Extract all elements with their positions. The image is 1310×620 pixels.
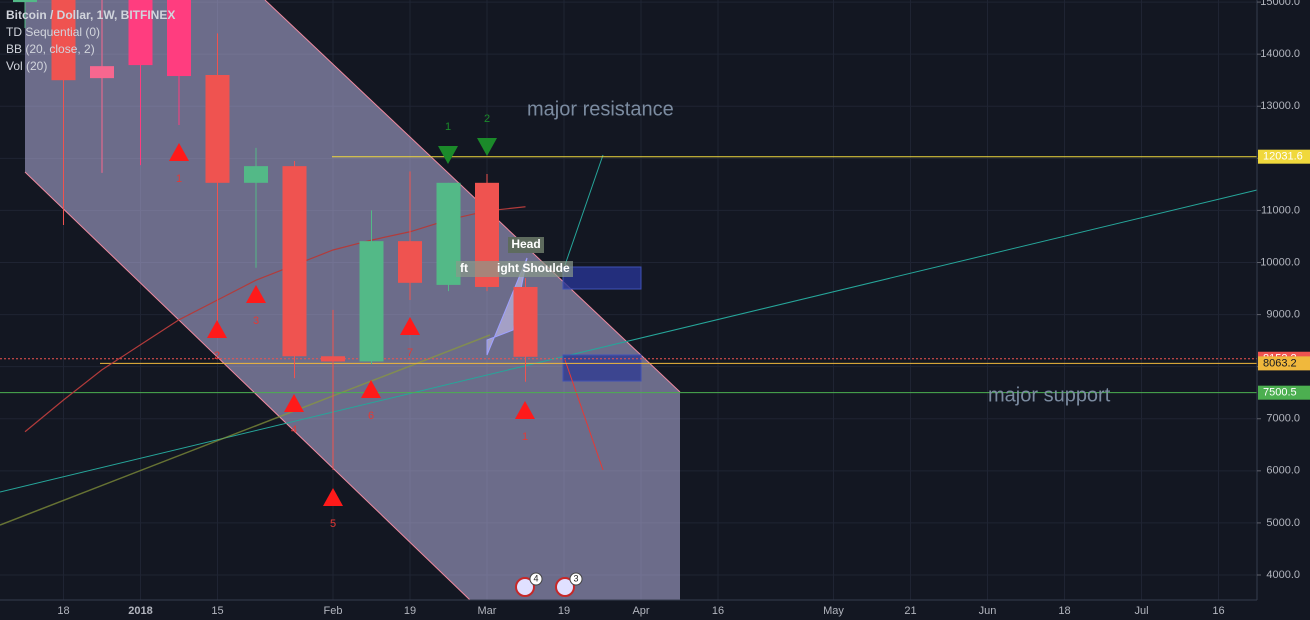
- y-tick-label: 9000.0: [1266, 308, 1300, 320]
- candle-body: [513, 286, 538, 357]
- x-tick-label: 2018: [128, 605, 152, 617]
- x-tick-label: Feb: [324, 605, 343, 617]
- event-count: 4: [533, 573, 538, 583]
- time-axis: [0, 600, 1257, 620]
- x-tick-label: 16: [712, 605, 724, 617]
- x-tick-label: 15: [211, 605, 223, 617]
- td-count: 4: [291, 424, 297, 436]
- symbol-title: Bitcoin / Dollar, 1W, BITFINEX: [6, 8, 175, 22]
- td-sell-marker: [400, 317, 420, 335]
- event-icon: [515, 577, 535, 597]
- event-badge: [569, 572, 583, 586]
- indicator-label: TD Sequential (0): [6, 25, 100, 39]
- price-label: 12031.6: [1263, 151, 1303, 163]
- price-label: 7500.5: [1263, 387, 1297, 399]
- candle-body: [167, 0, 191, 77]
- price-label-box: [1258, 149, 1310, 164]
- annotation: major resistance: [527, 98, 674, 120]
- target-box: [562, 266, 642, 290]
- td-sell-marker: [361, 380, 381, 398]
- candle-body: [51, 0, 76, 81]
- y-tick-label: 5000.0: [1266, 517, 1300, 529]
- td-count: 2: [484, 113, 490, 125]
- td-count: 5: [330, 518, 336, 530]
- candle-body: [321, 356, 345, 362]
- y-tick-label: 10000.0: [1260, 256, 1300, 268]
- y-tick-label: 11000.0: [1261, 204, 1300, 216]
- y-tick-label: 13000.0: [1260, 100, 1300, 112]
- annotation: Head: [511, 237, 540, 251]
- price-label-box: [1258, 385, 1310, 400]
- x-tick-label: 16: [1212, 605, 1224, 617]
- price-axis: [1257, 0, 1310, 620]
- annotation: ft: [460, 261, 468, 275]
- x-tick-label: Apr: [632, 605, 649, 617]
- candle-body: [13, 0, 37, 3]
- indicator-label: Vol (20): [6, 59, 47, 73]
- td-count: 3: [253, 315, 259, 327]
- price-label-box: [1258, 356, 1310, 371]
- candle-body: [244, 166, 268, 183]
- td-count: 1: [176, 173, 182, 185]
- y-tick-label: 7000.0: [1266, 413, 1300, 425]
- y-tick-label: 6000.0: [1266, 465, 1300, 477]
- td-count: 7: [407, 347, 413, 359]
- annotation: ight Shoulde: [497, 261, 570, 275]
- candle-body: [398, 241, 422, 283]
- trend-line: [0, 334, 491, 526]
- y-tick-label: 4000.0: [1266, 569, 1300, 581]
- axes: 4000.05000.06000.07000.08000.09000.01000…: [57, 0, 1310, 617]
- projection: [564, 154, 604, 266]
- y-tick-label: 15000.0: [1260, 0, 1300, 8]
- channel-edge: [24, 171, 471, 601]
- td-count: 6: [368, 410, 374, 422]
- trend-line: [0, 189, 1258, 493]
- x-tick-label: Jul: [1134, 605, 1148, 617]
- td-sell-marker: [169, 143, 189, 161]
- x-tick-label: Jun: [979, 605, 997, 617]
- td-buy-marker: [477, 138, 497, 156]
- annotation: major support: [988, 384, 1111, 406]
- candle-body: [128, 0, 153, 66]
- event-count: 3: [573, 573, 578, 583]
- channel-edge: [264, 0, 681, 393]
- x-tick-label: May: [823, 605, 844, 617]
- x-tick-label: 18: [1058, 605, 1070, 617]
- indicator-label: BB (20, close, 2): [6, 42, 95, 56]
- label-box: [508, 237, 544, 253]
- td-sell-marker: [284, 394, 304, 412]
- candle-body: [90, 66, 114, 79]
- td-sell-marker: [207, 320, 227, 338]
- td-sell-marker: [515, 401, 535, 419]
- td-sell-marker: [246, 285, 266, 303]
- td-count: 1: [445, 121, 451, 133]
- candle-body: [282, 166, 307, 357]
- price-label: 8063.2: [1263, 357, 1297, 369]
- label-box: [456, 261, 573, 277]
- projection: [564, 359, 604, 471]
- td-buy-marker: [438, 146, 458, 164]
- td-sell-marker: [323, 488, 343, 506]
- event-badge: [529, 572, 543, 586]
- target-box: [562, 354, 642, 382]
- td-count: 2: [214, 350, 220, 362]
- candle-body: [205, 75, 230, 183]
- x-tick-label: 21: [904, 605, 916, 617]
- event-icon: [555, 577, 575, 597]
- x-tick-label: 19: [404, 605, 416, 617]
- x-tick-label: 19: [558, 605, 570, 617]
- candle-body: [359, 241, 384, 362]
- x-tick-label: 18: [57, 605, 69, 617]
- parallel-channel: [25, 0, 680, 600]
- x-tick-label: Mar: [478, 605, 497, 617]
- td-count: 1: [522, 431, 528, 443]
- y-tick-label: 14000.0: [1260, 48, 1300, 60]
